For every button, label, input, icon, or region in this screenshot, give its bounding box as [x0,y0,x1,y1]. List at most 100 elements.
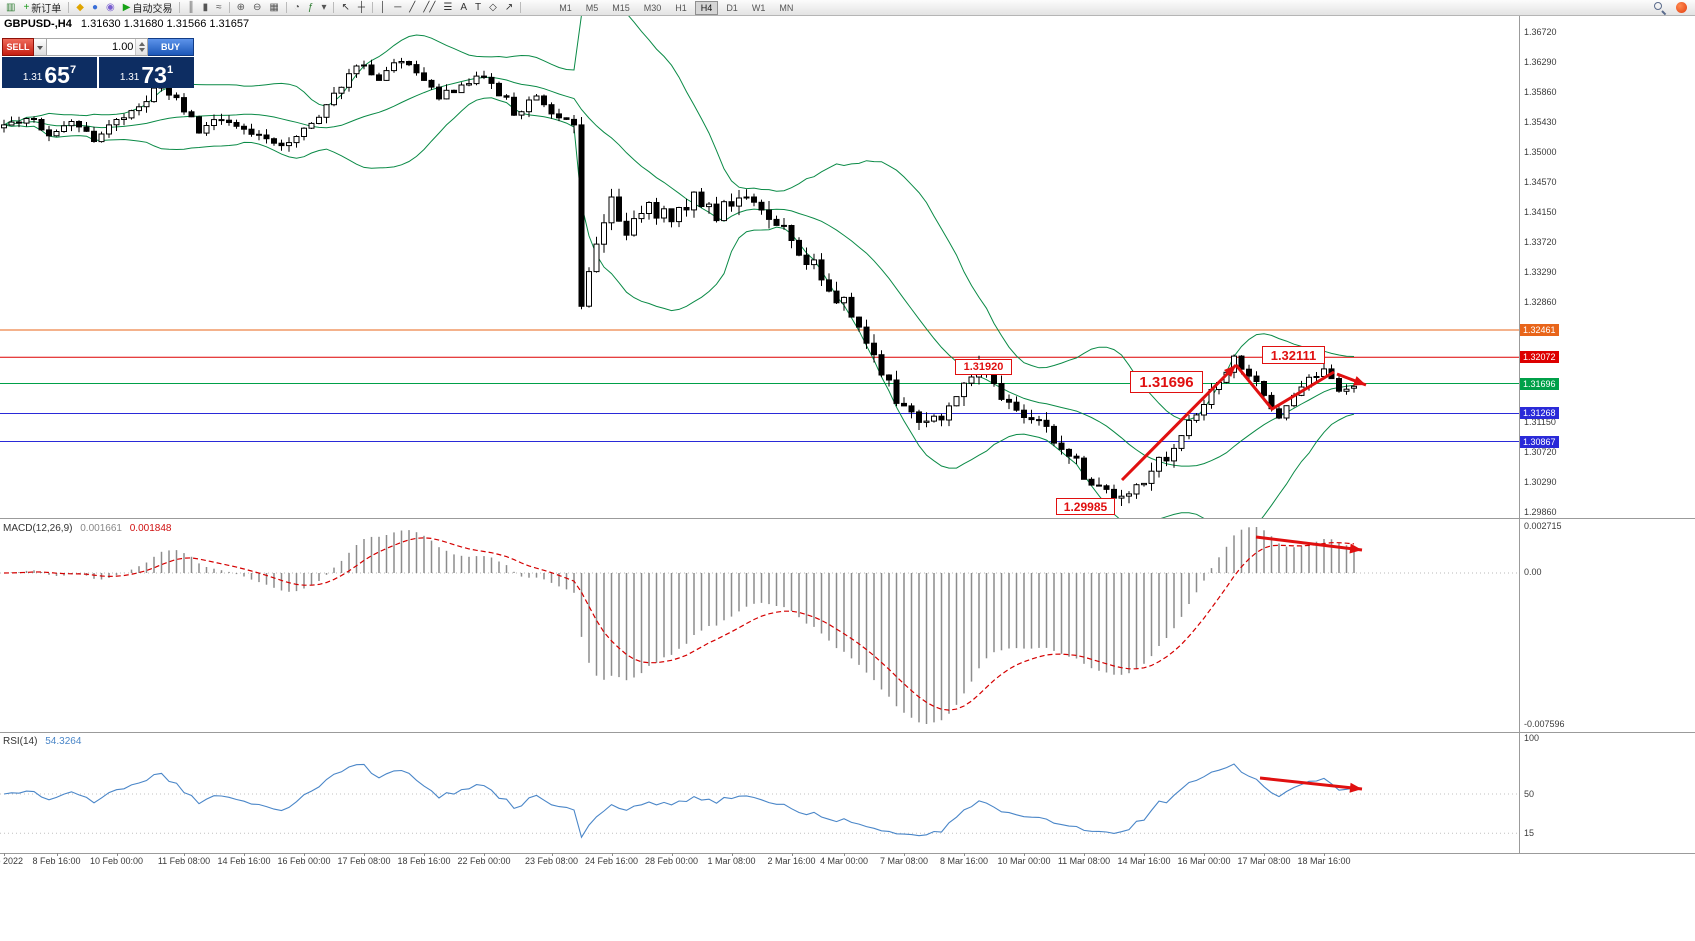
channel-icon[interactable]: ╱╱ [419,1,439,15]
macd-name: MACD(12,26,9) [3,523,73,534]
tile-windows-icon[interactable]: ▦ [265,1,282,15]
sell-price-display[interactable]: 1.31 65 7 [2,57,97,88]
pane-separator[interactable] [0,853,1695,854]
timeframe-button-w1[interactable]: W1 [751,2,766,13]
price-axis-tick: 1.34570 [1524,177,1557,187]
new-order-button[interactable]: + 新订单 [19,1,65,16]
toolbar-divider [179,2,181,13]
horizontal-line-icon-glyph: ─ [394,1,402,13]
shapes-icon[interactable]: ◇ [485,1,501,15]
trendline-icon[interactable]: ╱ [405,1,419,15]
search-icon[interactable] [1653,1,1666,14]
rsi-axis-level: 50 [1524,789,1535,799]
zoom-in-icon[interactable]: ⊕ [233,1,249,15]
price-axis-border [1519,16,1520,853]
buy-price-sup: 1 [166,64,174,76]
macd-axis-max: 0.002715 [1524,521,1562,531]
price-line-label: 1.32461 [1520,324,1559,336]
mql5-community-icon-glyph: ◆ [76,1,84,13]
timeframe-button-m1[interactable]: M1 [559,2,572,13]
price-axis-tick: 1.33290 [1524,267,1557,277]
date-tick-label: 24 Feb 16:00 [584,856,639,866]
buy-price-prefix: 1.31 [119,72,140,83]
timeframe-button-m5[interactable]: M5 [585,2,599,13]
price-axis-tick: 1.30720 [1524,447,1557,457]
market-icon[interactable]: ● [88,1,102,15]
signals-icon[interactable]: ◉ [102,1,119,15]
macd-value-signal: 0.001848 [129,523,172,534]
sell-price-sup: 7 [69,64,77,76]
price-annotation: 1.31696 [1130,371,1203,393]
stepper-up-icon[interactable] [138,42,145,46]
crosshair-icon[interactable]: ┼ [354,1,369,15]
timeframe-button-h1[interactable]: H1 [675,2,687,13]
history-center-icon[interactable]: ◔ [290,1,304,15]
shapes-icon-glyph: ◇ [489,1,497,13]
order-controls-row: SELL BUY [2,38,194,56]
date-tick-mark [611,853,613,856]
price-axis-tick: 1.35860 [1524,87,1557,97]
buy-price-big: 73 [141,62,167,88]
arrow-tool-icon[interactable]: ↗ [501,1,517,15]
price-axis-tick: 1.33720 [1524,237,1557,247]
buy-price-display[interactable]: 1.31 73 1 [99,57,194,88]
timeframe-button-h4[interactable]: H4 [694,0,719,15]
mql5-community-icon[interactable]: ◆ [72,1,88,15]
macd-axis-zero: 0.00 [1524,567,1542,577]
add-indicator-icon[interactable]: ƒ [304,1,318,15]
ohlc-values: 1.31630 1.31680 1.31566 1.31657 [80,18,250,30]
fibonacci-icon[interactable]: ☰ [439,1,456,15]
autotrade-button[interactable]: ▶ 自动交易 [119,1,177,16]
bar-chart-icon[interactable]: ║ [183,1,198,15]
text-icon[interactable]: A [456,1,471,15]
horizontal-line-icon[interactable]: ─ [390,1,405,15]
zoom-out-icon[interactable]: ⊖ [249,1,265,15]
date-tick-mark [964,853,965,856]
volume-input[interactable] [47,39,136,55]
label-icon-glyph: T [475,1,482,13]
buy-button[interactable]: BUY [148,38,194,56]
price-axis-tick: 1.35000 [1524,147,1557,157]
date-tick-mark [116,853,118,856]
date-tick-label: Feb 2022 [0,856,24,866]
stepper-down-icon[interactable] [138,48,145,52]
channel-icon-glyph: ╱╱ [423,1,436,13]
rsi-indicator-chart[interactable] [0,733,1519,853]
date-tick-label: 22 Feb 00:00 [457,856,511,866]
new-chart-icon[interactable]: ▥ [2,1,19,15]
market-icon-glyph: ● [92,1,99,13]
date-tick-label: 14 Mar 16:00 [1117,856,1171,866]
timeframe-button-m15[interactable]: M15 [612,2,630,13]
signals-icon-glyph: ◉ [106,1,115,13]
timeframe-button-mn[interactable]: MN [779,2,794,13]
candle-chart-icon[interactable]: ▮ [199,1,213,15]
date-tick-label: 17 Feb 08:00 [337,856,391,866]
date-tick-mark [364,853,365,856]
macd-indicator-chart[interactable] [0,519,1519,732]
timeframe-button-d1[interactable]: D1 [726,2,738,13]
price-line-label: 1.32072 [1520,351,1559,363]
volume-dropdown[interactable] [34,38,47,56]
notifications-icon[interactable] [1676,2,1687,13]
vertical-line-icon[interactable]: │ [376,1,390,15]
timeframe-button-m30[interactable]: M30 [643,2,662,13]
timeframe-group: M1 M5 M15 M30 H1 H4 D1 W1 MN [552,0,800,15]
main-price-chart[interactable] [0,16,1519,518]
pane-separator[interactable] [0,518,1695,519]
toolbar-divider [68,2,70,13]
label-icon[interactable]: T [471,1,485,15]
templates-icon[interactable]: ▾ [317,1,330,15]
cursor-icon[interactable]: ↖ [337,1,353,15]
toolbar-divider [333,2,335,13]
macd-axis-min: -0.007596 [1524,719,1565,729]
date-tick-mark [844,853,845,856]
chart-symbol-title: GBPUSD-,H4 1.31630 1.31680 1.31566 1.316… [4,18,249,30]
autotrade-button-glyph: ▶ [122,1,131,13]
line-chart-icon[interactable]: ≈ [212,1,226,15]
volume-stepper[interactable] [135,39,147,55]
arrow-tool-icon-glyph: ↗ [504,1,514,13]
sell-button[interactable]: SELL [2,38,34,56]
new-chart-icon-glyph: ▥ [6,1,16,13]
date-tick-mark [1084,853,1085,856]
pane-separator[interactable] [0,732,1695,733]
